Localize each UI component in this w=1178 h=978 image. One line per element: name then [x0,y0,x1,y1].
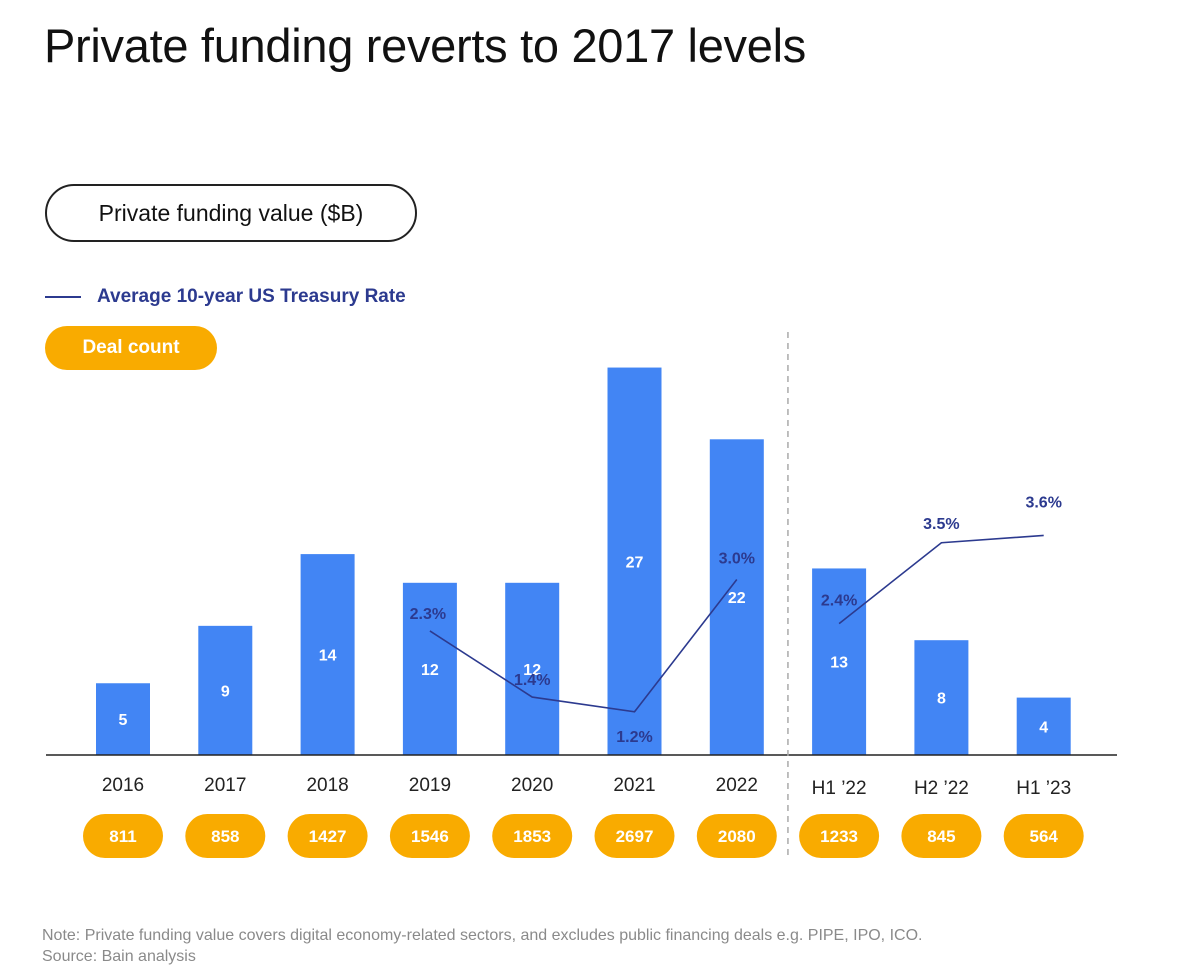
deal-count-label: 1427 [309,827,347,846]
legend-line-swatch [45,296,81,298]
treasury-rate-line [838,534,1044,625]
bar [96,683,150,755]
rate-label: 3.0% [719,551,755,568]
deal-count-label: 1546 [411,827,449,846]
bar [812,568,867,755]
bar-value-label: 9 [221,683,230,700]
x-tick-label: 2017 [204,775,246,796]
deal-count-label: 2080 [718,827,756,846]
source-text: Source: Bain analysis [42,948,196,965]
bar-value-label: 12 [523,662,541,679]
deal-count-pill-shape [492,814,573,858]
deal-count-pill-shape [696,814,777,858]
rate-label: 2.3% [410,606,446,623]
funding-value-pill: Private funding value ($B) [45,184,417,242]
bar-value-label: 27 [626,554,644,571]
legend-label: Average 10-year US Treasury Rate [97,286,406,307]
deal-count-pill-shape [389,814,470,858]
bar-value-label: 5 [119,712,128,729]
deal-count-label: 564 [1030,827,1059,846]
bar-value-label: 4 [1039,719,1048,736]
deal-count-pill-shape [83,814,163,858]
x-tick-label: H1 ’22 [812,778,867,799]
bar-value-label: 8 [937,691,946,708]
x-tick-label: 2022 [716,775,758,796]
bar-value-label: 12 [421,662,439,679]
rate-label: 3.5% [923,516,959,533]
deal-count-label: 2697 [616,827,654,846]
footnote: Note: Private funding value covers digit… [42,925,922,967]
deal-count-pill-shape [799,814,880,858]
bar [198,625,253,755]
bar [607,367,662,755]
deal-count-label: 1233 [820,827,858,846]
bar-value-label: 22 [728,590,746,607]
bar-value-label: 14 [319,648,337,665]
bar [914,640,969,755]
deal-count-label: 1853 [513,827,551,846]
deal-count-pill-shape [901,814,982,858]
treasury-rate-line [429,579,738,713]
x-tick-label: H1 ’23 [1016,778,1071,799]
x-tick-label: H2 ’22 [914,778,969,799]
x-tick-label: 2021 [613,775,655,796]
bar [402,582,457,755]
deal-count-pill-shape [185,814,266,858]
deal-count-label: 811 [109,827,136,846]
x-tick-label: 2019 [409,775,451,796]
deal-count-pill: Deal count [45,326,217,370]
bar [505,582,560,755]
deal-count-pill-shape [1003,814,1084,858]
legend: Average 10-year US Treasury Rate [45,286,406,308]
x-tick-label: 2020 [511,775,553,796]
page-title: Private funding reverts to 2017 levels [44,19,806,72]
deal-count-label: 845 [927,827,955,846]
deal-count-pill-shape [287,814,368,858]
bar [1016,697,1071,755]
note-text: Note: Private funding value covers digit… [42,927,923,944]
rate-label: 1.2% [616,729,652,746]
rate-label: 3.6% [1025,494,1061,511]
x-tick-label: 2018 [306,775,348,796]
bar-value-label: 13 [830,655,848,672]
deal-count-pill-shape [594,814,675,858]
deal-count-label: 858 [211,827,239,846]
bar [709,439,764,755]
bar [300,554,355,755]
rate-label: 1.4% [514,672,550,689]
x-tick-label: 2016 [102,775,144,796]
rate-label: 2.4% [821,593,857,610]
